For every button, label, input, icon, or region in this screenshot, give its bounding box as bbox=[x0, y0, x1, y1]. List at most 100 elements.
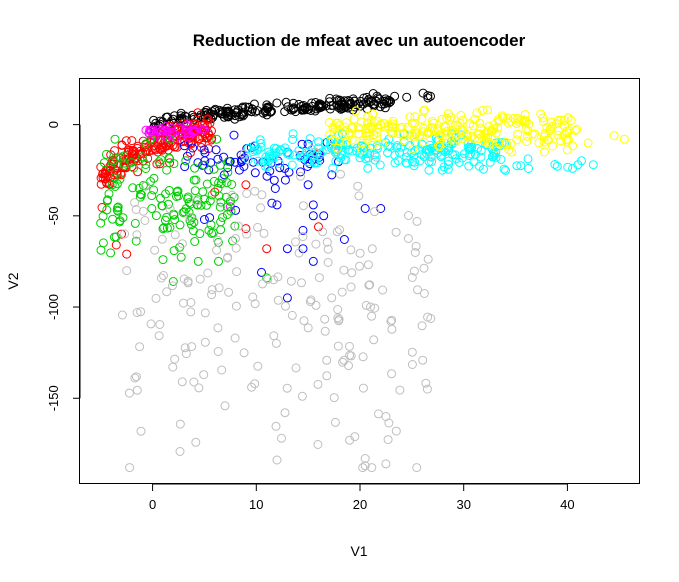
data-point bbox=[149, 185, 159, 195]
data-point bbox=[132, 385, 142, 395]
data-point bbox=[419, 263, 429, 273]
data-point bbox=[280, 175, 290, 185]
data-point bbox=[158, 255, 168, 265]
data-point bbox=[130, 373, 140, 383]
data-point bbox=[192, 196, 201, 206]
data-point bbox=[241, 224, 251, 234]
data-point bbox=[451, 129, 461, 139]
data-point bbox=[284, 150, 294, 159]
data-point bbox=[146, 319, 156, 329]
data-point bbox=[395, 123, 405, 133]
data-point bbox=[424, 165, 434, 175]
data-point bbox=[363, 260, 373, 270]
data-point bbox=[388, 123, 398, 133]
data-point bbox=[204, 225, 214, 235]
data-point bbox=[283, 102, 293, 112]
data-point bbox=[303, 180, 313, 190]
data-point bbox=[384, 96, 394, 105]
data-point bbox=[339, 355, 349, 365]
data-point bbox=[298, 104, 308, 114]
data-point bbox=[363, 163, 373, 173]
data-point bbox=[141, 160, 151, 169]
data-point bbox=[300, 105, 309, 115]
data-point bbox=[313, 379, 323, 389]
data-point bbox=[181, 156, 191, 166]
data-point bbox=[464, 161, 474, 171]
data-point bbox=[329, 393, 339, 403]
data-point bbox=[189, 377, 199, 387]
data-point bbox=[213, 154, 223, 164]
data-point bbox=[132, 153, 142, 163]
data-point bbox=[215, 202, 225, 212]
data-point bbox=[484, 121, 494, 131]
data-point bbox=[224, 111, 234, 121]
data-point bbox=[346, 351, 356, 361]
data-point bbox=[216, 225, 226, 235]
data-point bbox=[458, 115, 468, 125]
data-point bbox=[151, 293, 161, 303]
data-point bbox=[199, 160, 209, 170]
data-point bbox=[176, 252, 186, 262]
data-point bbox=[175, 419, 185, 429]
data-point bbox=[204, 165, 214, 175]
data-point bbox=[346, 282, 356, 292]
data-point bbox=[463, 143, 473, 153]
data-point bbox=[381, 412, 391, 421]
data-point bbox=[362, 131, 372, 141]
data-point bbox=[159, 138, 169, 148]
data-point bbox=[119, 158, 129, 168]
data-point bbox=[143, 153, 153, 163]
data-point bbox=[147, 191, 157, 201]
data-point bbox=[309, 158, 319, 168]
data-point bbox=[170, 215, 180, 225]
data-point bbox=[395, 147, 404, 157]
data-point bbox=[113, 203, 122, 213]
data-point bbox=[368, 109, 378, 119]
data-point bbox=[194, 383, 204, 393]
data-point bbox=[280, 408, 290, 418]
data-point bbox=[112, 168, 122, 178]
data-point bbox=[168, 277, 178, 286]
data-point bbox=[474, 134, 484, 143]
data-point bbox=[210, 104, 220, 114]
data-point bbox=[472, 108, 482, 118]
data-point bbox=[336, 104, 346, 114]
data-point bbox=[405, 112, 415, 122]
data-point bbox=[207, 290, 217, 300]
data-point bbox=[252, 145, 262, 155]
data-point bbox=[498, 113, 508, 123]
data-point bbox=[199, 370, 209, 380]
data-point bbox=[562, 128, 572, 138]
data-point bbox=[322, 371, 332, 381]
data-point bbox=[179, 141, 189, 151]
data-point bbox=[117, 310, 127, 320]
data-point bbox=[570, 126, 580, 135]
data-point bbox=[157, 234, 167, 244]
data-point bbox=[193, 195, 203, 205]
data-point bbox=[190, 163, 200, 173]
data-point bbox=[407, 273, 417, 282]
data-point bbox=[360, 204, 370, 213]
data-point bbox=[217, 174, 227, 184]
data-point bbox=[481, 128, 491, 137]
data-point bbox=[367, 463, 377, 473]
data-point bbox=[352, 146, 362, 156]
data-point bbox=[319, 211, 329, 221]
data-point bbox=[325, 93, 335, 103]
data-point bbox=[182, 151, 192, 161]
data-point bbox=[348, 146, 358, 156]
y-tick-label: -150 bbox=[46, 385, 61, 411]
data-point bbox=[538, 117, 548, 126]
data-point bbox=[422, 384, 432, 394]
data-point bbox=[421, 145, 431, 155]
data-point bbox=[213, 235, 222, 245]
data-point bbox=[98, 169, 108, 179]
data-point bbox=[379, 118, 389, 128]
data-point bbox=[136, 426, 146, 436]
data-point bbox=[173, 186, 183, 196]
data-point bbox=[162, 165, 172, 175]
data-point bbox=[583, 138, 593, 148]
data-point bbox=[211, 145, 221, 155]
data-point bbox=[170, 230, 180, 240]
data-point bbox=[227, 180, 237, 189]
